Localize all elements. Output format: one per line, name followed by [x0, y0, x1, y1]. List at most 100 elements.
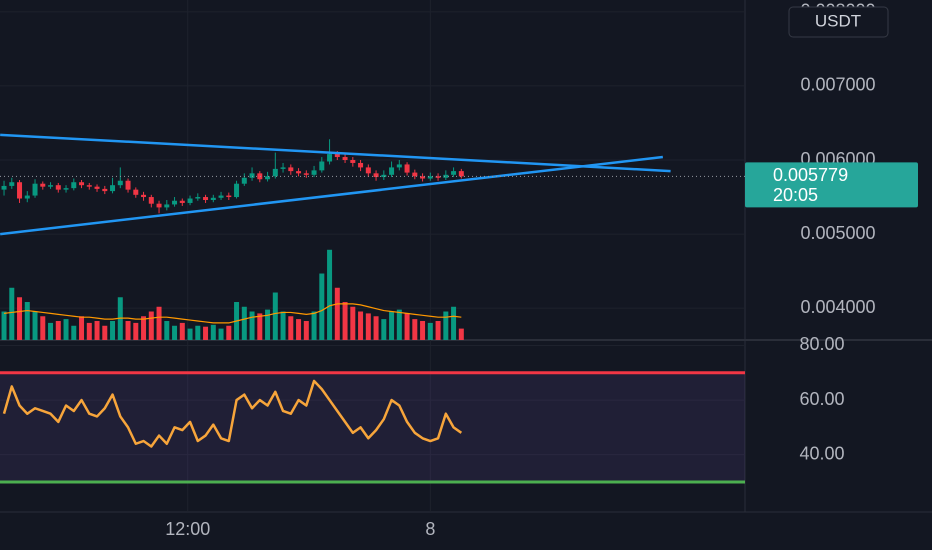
rsi-line: [2, 379, 463, 448]
candle-body: [79, 182, 85, 186]
volume-bar: [451, 306, 457, 340]
rsi-tick-label: 60.00: [799, 389, 844, 409]
y-tick-label: 0.005000: [800, 223, 875, 243]
volume-bar: [389, 311, 395, 340]
x-tick-label: 12:00: [165, 519, 210, 539]
volume-bar: [257, 313, 263, 340]
volume-bar: [404, 313, 410, 340]
candle-body: [365, 167, 371, 174]
candle-body: [226, 195, 232, 198]
candle-body: [86, 185, 92, 187]
volume-bar: [280, 311, 286, 340]
rsi-pane: [0, 371, 745, 484]
volume-bar: [218, 328, 224, 340]
candle-body: [1, 185, 7, 190]
candle-body: [55, 185, 61, 190]
volume-bar: [327, 249, 333, 340]
candle-body: [203, 197, 209, 200]
volume-bar: [24, 302, 30, 340]
volume-bar: [296, 319, 302, 340]
candle-body: [24, 195, 30, 199]
candle-body: [9, 182, 15, 186]
volume-bar: [63, 319, 69, 340]
candle-body: [373, 173, 379, 178]
candle-body: [443, 174, 449, 178]
volume-bar: [48, 322, 54, 340]
candle-body: [412, 172, 418, 177]
candle-body: [156, 203, 162, 208]
axes: 12:0080.0040000.0050000.0060000.0070000.…: [165, 1, 918, 539]
candle-body: [420, 176, 426, 179]
candle-body: [249, 173, 255, 178]
volume-bar: [365, 313, 371, 340]
candle-body: [141, 194, 147, 198]
candle-body: [102, 188, 108, 192]
candle-body: [451, 171, 457, 175]
volume-bar: [32, 311, 38, 340]
candle-body: [257, 173, 263, 180]
volume-bar: [133, 322, 139, 340]
candle-body: [117, 180, 123, 186]
volume-bar: [303, 321, 309, 340]
candle-body: [71, 182, 77, 189]
volume-bar: [358, 311, 364, 340]
candle-body: [350, 160, 356, 163]
volume-bar: [164, 321, 170, 340]
candle-body: [303, 173, 309, 175]
volume-bar: [40, 316, 46, 340]
candle-body: [427, 176, 433, 179]
y-tick-label: 0.004000: [800, 297, 875, 317]
volume-bar: [412, 319, 418, 340]
candle-body: [133, 189, 139, 195]
candle-body: [210, 197, 216, 200]
volume-bar: [334, 287, 340, 340]
volume-bar: [156, 306, 162, 340]
candle-body: [110, 185, 116, 192]
volume-bar: [55, 321, 61, 340]
volume-bar: [17, 297, 23, 340]
candle-body: [280, 167, 286, 169]
candle-body: [17, 182, 23, 199]
candle-body: [234, 183, 240, 198]
currency-button[interactable]: USDT: [788, 6, 889, 38]
candle-body: [396, 164, 402, 168]
volume-bar: [272, 292, 278, 340]
candle-body: [94, 186, 100, 189]
volume-bar: [226, 325, 232, 340]
volume-bar: [141, 316, 147, 340]
volume-bar: [443, 311, 449, 340]
volume-bar: [288, 316, 294, 340]
countdown-label: 20:05: [773, 185, 818, 205]
currency-label[interactable]: USDT: [815, 11, 861, 30]
volume-bar: [381, 319, 387, 340]
volume-bar: [102, 325, 108, 340]
volume-bar: [311, 311, 317, 340]
candle-body: [381, 174, 387, 178]
volume-bar: [195, 325, 201, 340]
volume-bar: [342, 302, 348, 340]
volume-bar: [110, 321, 116, 340]
volume-bar: [79, 316, 85, 340]
volume-bar: [350, 306, 356, 340]
volume-bar: [187, 328, 193, 340]
volume-bar: [319, 273, 325, 340]
candle-body: [148, 197, 154, 204]
candle-body: [342, 157, 348, 160]
candle-body: [319, 161, 325, 171]
candle-body: [187, 198, 193, 203]
rsi-tick-label: 40.00: [799, 443, 844, 463]
candle-body: [458, 171, 464, 177]
price-pane: [0, 133, 745, 340]
candle-body: [288, 167, 294, 172]
candle-body: [179, 200, 185, 203]
volume-bar: [420, 321, 426, 340]
candle-body: [218, 195, 224, 198]
last-price-label: 0.005779: [773, 165, 848, 185]
volume-bar: [179, 322, 185, 340]
candle-body: [241, 177, 247, 184]
currency-button-frame[interactable]: [788, 6, 889, 38]
volume-bar: [203, 326, 209, 340]
candle-body: [296, 171, 302, 174]
volume-bar: [373, 316, 379, 340]
